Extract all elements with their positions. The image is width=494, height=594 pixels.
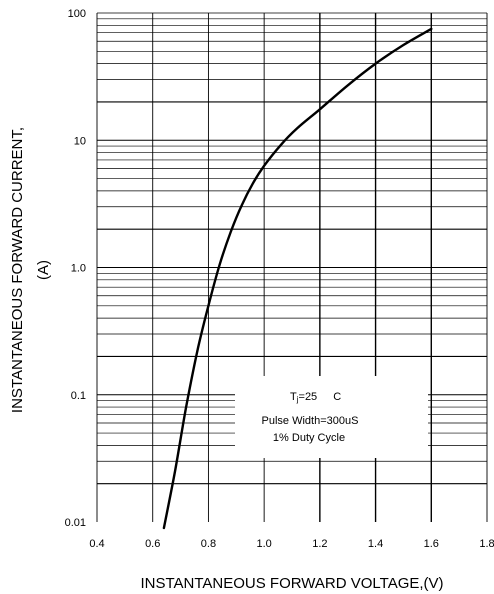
annotation-unit: C xyxy=(333,391,341,403)
annotation-line-3: 1% Duty Cycle xyxy=(273,432,345,444)
x-tick-label: 0.8 xyxy=(201,538,216,550)
x-tick-label: 1.2 xyxy=(312,538,327,550)
y-axis-title: INSTANTANEOUS FORWARD CURRENT, (A) xyxy=(9,127,52,413)
y-tick-label: 1.0 xyxy=(71,263,86,275)
x-tick-label: 1.0 xyxy=(256,538,271,550)
y-tick-label: 100 xyxy=(68,8,86,20)
x-tick-label: 1.8 xyxy=(479,538,494,550)
annotation-temperature: =25 xyxy=(299,391,318,403)
y-axis-title-line-2: (A) xyxy=(35,260,52,280)
y-tick-label: 0.01 xyxy=(65,517,86,529)
annotation-box: Tj=25 C Pulse Width=300uS 1% Duty Cycle xyxy=(235,376,428,458)
curve-layer xyxy=(162,27,433,530)
annotation-t: T xyxy=(290,391,297,403)
x-tick-labels: 0.4 0.6 0.8 1.0 1.2 1.4 1.6 1.8 xyxy=(89,538,494,550)
x-tick-label: 0.6 xyxy=(145,538,160,550)
y-axis-title-line-1: INSTANTANEOUS FORWARD CURRENT, xyxy=(9,127,26,413)
y-tick-label: 10 xyxy=(74,135,86,147)
annotation-line-1: Tj=25 C xyxy=(290,391,341,404)
annotation-line-2: Pulse Width=300uS xyxy=(262,415,359,427)
x-tick-label: 1.6 xyxy=(424,538,439,550)
x-tick-label: 1.4 xyxy=(368,538,383,550)
annotation-background xyxy=(235,376,428,458)
y-tick-labels: 100 10 1.0 0.1 0.01 xyxy=(65,8,86,529)
x-axis-title: INSTANTANEOUS FORWARD VOLTAGE,(V) xyxy=(140,575,443,592)
annotation-subscript: j xyxy=(296,395,299,404)
y-tick-label: 0.1 xyxy=(71,390,86,402)
forward-current-curve xyxy=(162,27,433,530)
x-tick-label: 0.4 xyxy=(89,538,104,550)
